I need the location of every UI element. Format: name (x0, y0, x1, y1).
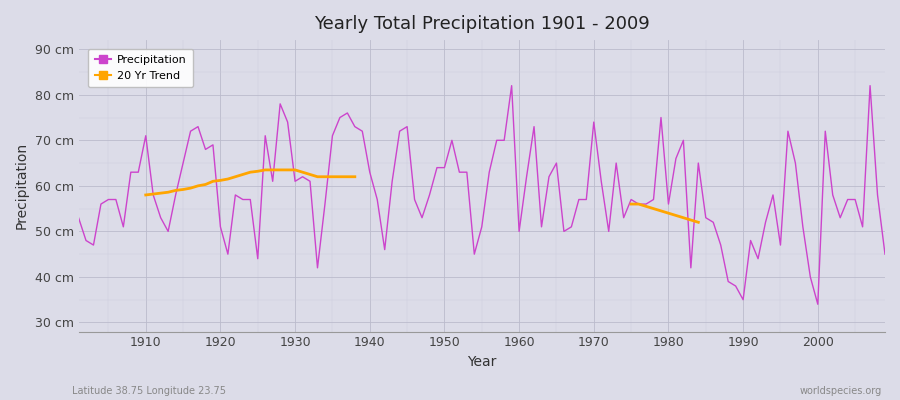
Y-axis label: Precipitation: Precipitation (15, 142, 29, 230)
Text: worldspecies.org: worldspecies.org (800, 386, 882, 396)
Legend: Precipitation, 20 Yr Trend: Precipitation, 20 Yr Trend (88, 48, 194, 88)
Text: Latitude 38.75 Longitude 23.75: Latitude 38.75 Longitude 23.75 (72, 386, 226, 396)
X-axis label: Year: Year (467, 355, 497, 369)
Title: Yearly Total Precipitation 1901 - 2009: Yearly Total Precipitation 1901 - 2009 (314, 15, 650, 33)
